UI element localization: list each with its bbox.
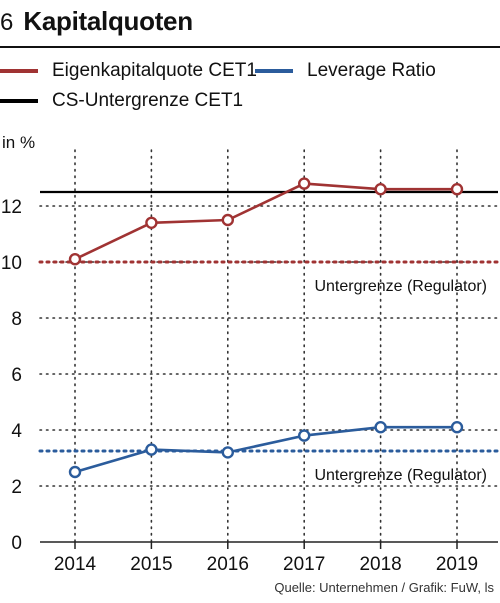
y-tick-label: 2 <box>11 477 22 498</box>
x-tick-label: 2019 <box>436 554 478 575</box>
x-tick-label: 2014 <box>54 554 97 575</box>
chart-header: 6 Kapitalquoten <box>0 6 193 40</box>
y-tick-label: 6 <box>11 365 22 386</box>
data-point-leverage <box>450 421 464 434</box>
y-tick-label: 12 <box>1 197 22 218</box>
data-point-cet1 <box>298 177 311 190</box>
reference-line-annotation: Untergrenze (Regulator) <box>314 278 487 295</box>
data-point-leverage <box>145 443 158 456</box>
legend-item-leverage: Leverage Ratio <box>255 60 436 82</box>
legend-label-leverage: Leverage Ratio <box>307 60 436 81</box>
legend-item-cet1: Eigenkapitalquote CET1 <box>0 60 257 82</box>
legend-item-cs-floor: CS-Untergrenze CET1 <box>0 90 243 112</box>
y-tick-label: 4 <box>11 421 22 442</box>
legend-swatch-cet1 <box>0 69 38 73</box>
figure-number: 6 <box>0 9 14 36</box>
legend-label-cs-floor: CS-Untergrenze CET1 <box>52 90 244 111</box>
data-point-leverage <box>298 429 311 442</box>
series-line-cet1 <box>74 182 457 261</box>
x-tick-label: 2017 <box>283 554 325 575</box>
title-divider <box>0 46 500 48</box>
data-point-cet1 <box>68 253 82 266</box>
series-line-leverage <box>74 425 457 474</box>
data-point-cet1 <box>374 182 387 196</box>
data-point-leverage <box>68 465 82 479</box>
data-point-cet1 <box>221 213 235 227</box>
x-tick-label: 2016 <box>207 554 249 575</box>
legend-label-cet1: Eigenkapitalquote CET1 <box>52 60 257 81</box>
chart-title: Kapitalquoten <box>23 6 193 36</box>
data-point-cet1 <box>450 182 464 196</box>
reference-line-annotation: Untergrenze (Regulator) <box>314 467 487 484</box>
legend-swatch-cs-floor <box>0 99 38 103</box>
y-tick-label: 10 <box>1 253 22 274</box>
data-point-leverage <box>374 421 387 434</box>
y-tick-label: 8 <box>11 309 22 330</box>
data-point-leverage <box>221 446 235 459</box>
y-axis-unit-label: in % <box>2 133 36 152</box>
source-note: Quelle: Unternehmen / Grafik: FuW, ls <box>274 580 494 595</box>
legend-swatch-leverage <box>255 69 293 73</box>
y-tick-label: 0 <box>11 533 22 554</box>
data-point-cet1 <box>145 216 158 230</box>
x-tick-label: 2015 <box>130 554 172 575</box>
x-tick-label: 2018 <box>359 554 401 575</box>
